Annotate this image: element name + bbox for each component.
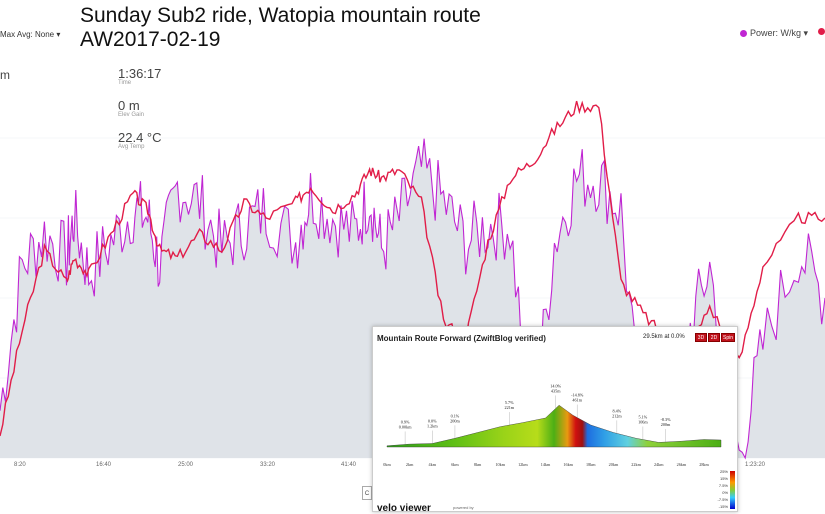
stat-time-value: 1:36:17	[118, 66, 162, 81]
grade-scale-label: 15%	[720, 476, 728, 481]
profile-x-tick: 8km	[474, 462, 482, 467]
ride-title-line2: AW2017-02-19	[80, 28, 221, 51]
annotation-grade: -14.8%	[571, 393, 584, 398]
profile-x-axis: 0km 2km 4km 6km 8km 10km 12km 14km 16km 18km 20km 2…	[383, 462, 709, 467]
legend-hr-dot	[818, 28, 825, 35]
annotation-grade: 8.4%	[612, 408, 621, 413]
profile-x-tick: 24km	[654, 462, 664, 467]
max-avg-dropdown[interactable]: Max Avg: None ▾	[0, 30, 61, 39]
x-tick-label: 25:00	[178, 462, 194, 468]
grade-scale-label: -7.5%	[718, 497, 729, 502]
left-stat-partial: m	[0, 68, 10, 82]
grade-color-scale	[730, 471, 735, 509]
profile-x-tick: 16km	[563, 462, 573, 467]
stat-avg-temp-label: Avg Temp	[118, 144, 145, 150]
annotation-distance: 435m	[551, 388, 561, 393]
stat-elev-gain-value: 0 m	[118, 98, 140, 113]
legend-power-label: Power: W/kg ▾	[750, 28, 809, 38]
annotation-distance: 200m	[450, 418, 460, 423]
grade-annotations: 0.9%0.00km0.0%1.2km0.1%200m5.7%221m14.0%…	[399, 383, 671, 445]
popup-title: Mountain Route Forward (ZwiftBlog verifi…	[377, 334, 546, 343]
view-2d-button[interactable]: 2D	[708, 333, 720, 342]
popup-side-button[interactable]: C	[362, 486, 372, 500]
stat-elev-gain: 0 m Elev Gain	[118, 98, 144, 118]
stat-avg-temp: 22.4 °C Avg Temp	[118, 130, 162, 150]
x-tick-label: 33:20	[260, 462, 276, 468]
ride-title-line1: Sunday Sub2 ride, Watopia mountain route	[80, 4, 481, 27]
profile-x-tick: 28km	[699, 462, 709, 467]
grade-scale-label: 7.5%	[719, 483, 729, 488]
annotation-grade: 0.0%	[428, 419, 437, 424]
profile-x-tick: 6km	[451, 462, 459, 467]
stat-time: 1:36:17 Time	[118, 66, 161, 86]
x-tick-label: 8:20	[14, 462, 26, 468]
annotation-distance: 461m	[572, 398, 582, 403]
grade-scale-label: 0%	[722, 490, 728, 495]
veloviewer-logo: velo viewer	[377, 503, 431, 514]
profile-x-tick: 14km	[541, 462, 551, 467]
grade-scale-labels: 25% 15% 7.5% 0% -7.5% -15%	[718, 469, 729, 509]
profile-x-tick: 2km	[406, 462, 414, 467]
profile-x-tick: 26km	[677, 462, 687, 467]
legend-power[interactable]: Power: W/kg ▾	[740, 28, 808, 39]
annotation-distance: 1.2km	[427, 424, 438, 429]
popup-distance-info: 29.5km at 0.0%	[643, 334, 685, 340]
legend-power-dot	[740, 30, 747, 37]
annotation-distance: 0.00km	[399, 424, 412, 429]
elevation-area	[386, 404, 722, 448]
profile-x-tick: 10km	[495, 462, 505, 467]
hr-series-line	[0, 100, 825, 437]
x-tick-label: 41:40	[341, 462, 357, 468]
annotation-distance: 106m	[638, 420, 648, 425]
x-tick-label: 1:23:20	[745, 462, 766, 468]
grade-scale-label: -15%	[719, 504, 729, 509]
route-profile-popup: Mountain Route Forward (ZwiftBlog verifi…	[372, 326, 738, 514]
profile-x-tick: 12km	[518, 462, 528, 467]
profile-x-tick: 20km	[609, 462, 619, 467]
annotation-grade: 0.1%	[451, 413, 460, 418]
profile-x-tick: 0km	[383, 462, 391, 467]
elevation-profile: 0.9%0.00km0.0%1.2km0.1%200m5.7%221m14.0%…	[383, 383, 735, 509]
annotation-grade: 5.1%	[639, 415, 648, 420]
legend-hr[interactable]	[818, 28, 825, 35]
annotation-distance: 200m	[661, 422, 671, 427]
annotation-grade: 0.9%	[401, 419, 410, 424]
stat-avg-temp-value: 22.4 °C	[118, 130, 162, 145]
profile-x-tick: 18km	[586, 462, 596, 467]
annotation-grade: -8.3%	[660, 417, 671, 422]
powered-by-label: powered by	[453, 505, 474, 510]
stat-time-label: Time	[118, 80, 132, 86]
spin-button[interactable]: Spin	[721, 333, 735, 342]
annotation-distance: 212m	[612, 413, 622, 418]
ride-title: Sunday Sub2 ride, Watopia mountain route…	[80, 4, 481, 52]
stat-elev-gain-label: Elev Gain	[118, 112, 145, 118]
grade-scale-label: 25%	[720, 469, 728, 474]
view-3d-button[interactable]: 3D	[695, 333, 707, 342]
annotation-grade: 14.0%	[550, 383, 561, 388]
profile-x-tick: 4km	[429, 462, 437, 467]
annotation-distance: 221m	[505, 405, 515, 410]
x-tick-label: 16:40	[96, 462, 112, 468]
annotation-grade: 5.7%	[505, 400, 514, 405]
profile-x-tick: 22km	[631, 462, 641, 467]
